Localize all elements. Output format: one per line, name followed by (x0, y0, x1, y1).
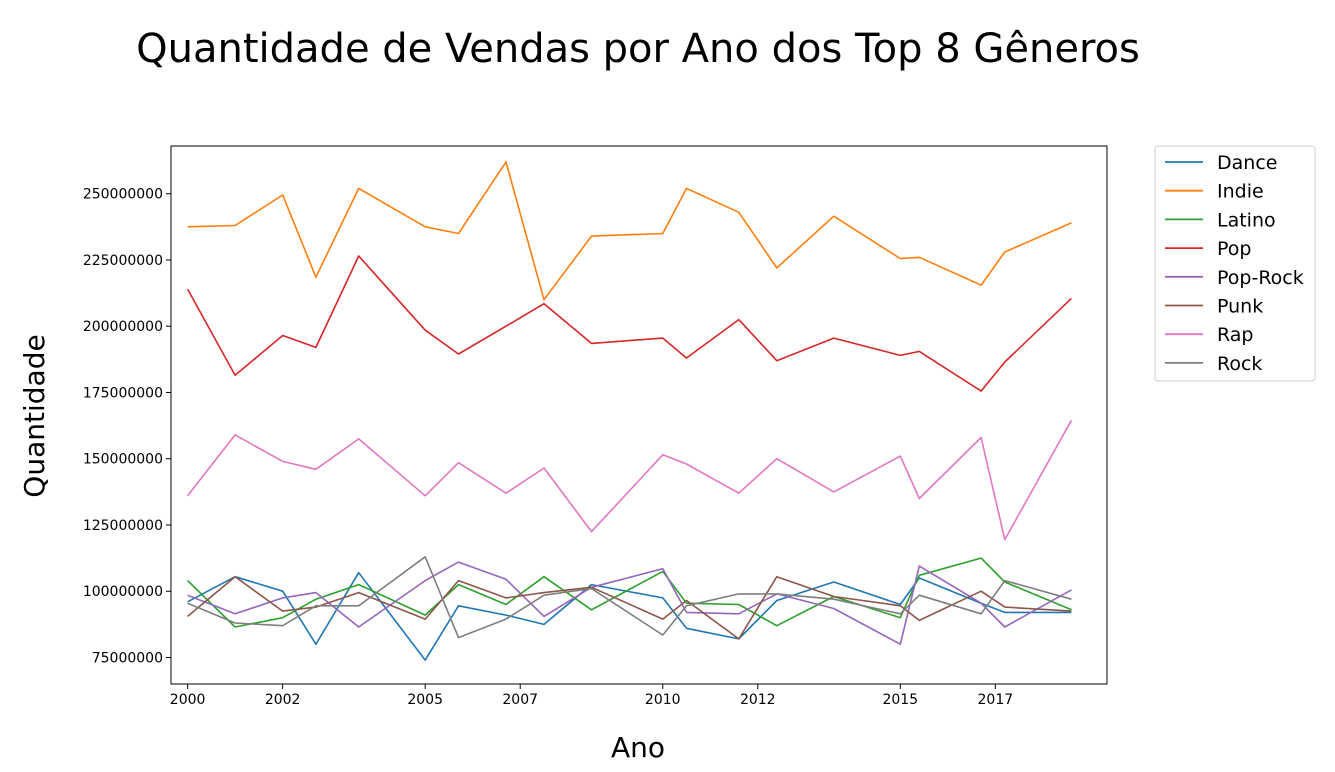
x-tick-label: 2012 (740, 692, 776, 708)
ticks-layer: 75000000 100000000 125000000 150000000 17500… (83, 187, 1013, 708)
y-tick-label: 225000000 (83, 253, 163, 269)
series-line-indie (187, 161, 1072, 301)
y-tick-label: 75000000 (92, 650, 163, 666)
x-tick-label: 2005 (407, 692, 443, 708)
x-axis-label: Ano (611, 731, 665, 764)
legend-label: Dance (1217, 152, 1277, 174)
chart-title: Quantidade de Vendas por Ano dos Top 8 G… (136, 26, 1140, 72)
series-line-latino (187, 557, 1072, 628)
y-axis-label: Quantidade (18, 334, 51, 497)
series-line-pop-rock (187, 561, 1072, 646)
series-line-rap (186, 419, 1073, 541)
y-tick-label: 100000000 (83, 584, 163, 600)
legend-label: Pop (1217, 238, 1251, 260)
y-tick-label: 125000000 (83, 518, 163, 534)
legend-label: Rock (1217, 353, 1262, 375)
legend-label: Rap (1217, 324, 1254, 346)
legend-label: Punk (1217, 296, 1263, 318)
y-tick-label: 175000000 (83, 385, 163, 401)
x-tick-label: 2015 (882, 692, 918, 708)
series-line-pop (186, 255, 1072, 392)
legend-label: Pop-Rock (1217, 267, 1304, 289)
x-tick-label: 2002 (265, 692, 301, 708)
legend-label: Latino (1217, 209, 1276, 231)
legend-box (1154, 145, 1316, 382)
legend: Dance Indie Latino Pop Pop-Rock Punk Rap Rock (1154, 145, 1316, 382)
series-line-dance (187, 571, 1072, 661)
x-tick-label: 2000 (170, 692, 206, 708)
x-tick-label: 2017 (978, 692, 1014, 708)
y-tick-label: 200000000 (83, 319, 163, 335)
y-tick-label: 250000000 (83, 187, 163, 203)
x-tick-label: 2010 (645, 692, 681, 708)
series-layer (186, 161, 1073, 661)
plot-area-frame (170, 145, 1108, 685)
series-line-rock (187, 555, 1072, 639)
x-tick-label: 2007 (502, 692, 538, 708)
legend-label: Indie (1217, 181, 1264, 203)
y-tick-label: 150000000 (83, 452, 163, 468)
series-line-punk (187, 575, 1072, 640)
